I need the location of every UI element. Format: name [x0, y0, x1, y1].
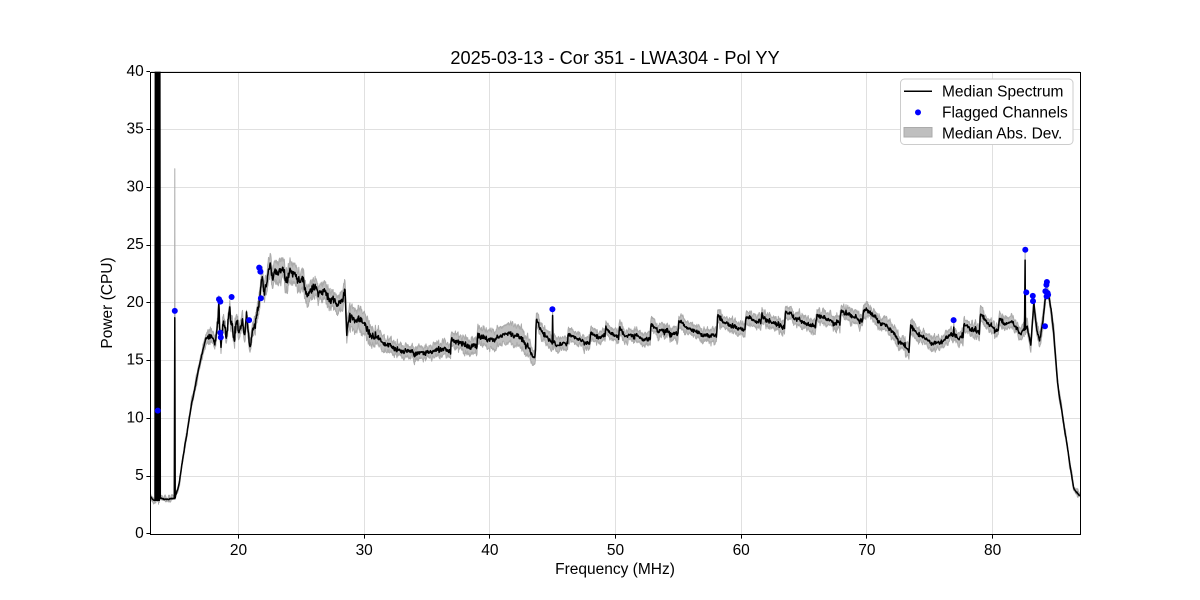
svg-text:40: 40	[481, 542, 499, 559]
svg-text:Power (CPU): Power (CPU)	[99, 257, 116, 348]
svg-text:10: 10	[127, 410, 145, 427]
svg-text:Flagged Channels: Flagged Channels	[942, 105, 1068, 122]
svg-text:0: 0	[135, 525, 144, 542]
svg-text:60: 60	[733, 542, 751, 559]
svg-text:20: 20	[230, 542, 248, 559]
svg-text:Frequency (MHz): Frequency (MHz)	[555, 561, 675, 578]
svg-text:Median Spectrum: Median Spectrum	[942, 84, 1063, 101]
svg-text:2025-03-13 - Cor 351 - LWA304: 2025-03-13 - Cor 351 - LWA304 - Pol YY	[450, 48, 779, 68]
svg-text:20: 20	[127, 294, 145, 311]
svg-text:30: 30	[127, 179, 145, 196]
svg-text:25: 25	[127, 236, 144, 253]
svg-text:50: 50	[607, 542, 625, 559]
svg-text:5: 5	[135, 467, 144, 484]
svg-text:Median Abs. Dev.: Median Abs. Dev.	[942, 126, 1062, 143]
svg-text:70: 70	[858, 542, 876, 559]
svg-text:15: 15	[127, 352, 144, 369]
svg-text:40: 40	[127, 63, 145, 80]
svg-text:80: 80	[984, 542, 1002, 559]
svg-text:35: 35	[127, 121, 144, 138]
svg-text:30: 30	[356, 542, 374, 559]
